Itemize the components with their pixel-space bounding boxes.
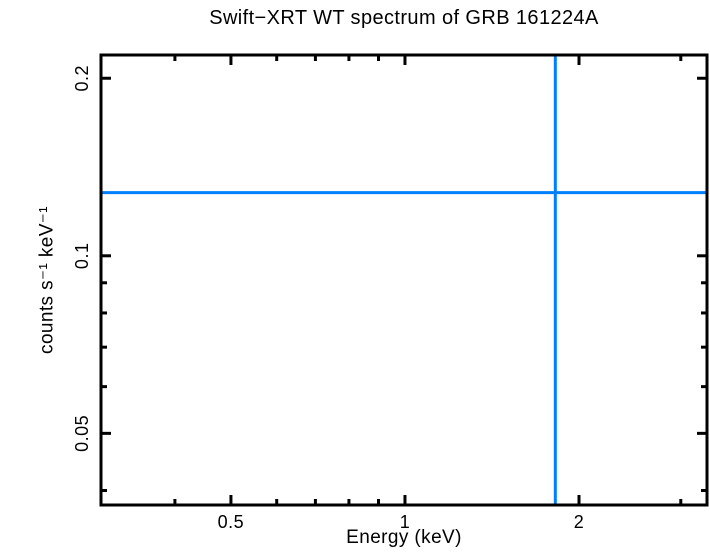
y-axis-label: counts s⁻¹ keV⁻¹ [36, 206, 58, 354]
x-tick-label: 0.5 [218, 512, 245, 532]
x-tick-label: 1 [400, 512, 411, 532]
plot-title: Swift−XRT WT spectrum of GRB 161224A [209, 7, 599, 29]
y-tick-label: 0.1 [72, 243, 92, 270]
x-axis-label: Energy (keV) [346, 527, 462, 548]
y-tick-label: 0.2 [72, 65, 92, 92]
y-tick-label: 0.05 [72, 415, 92, 452]
x-tick-label: 2 [574, 512, 585, 532]
plot-frame [99, 53, 709, 507]
